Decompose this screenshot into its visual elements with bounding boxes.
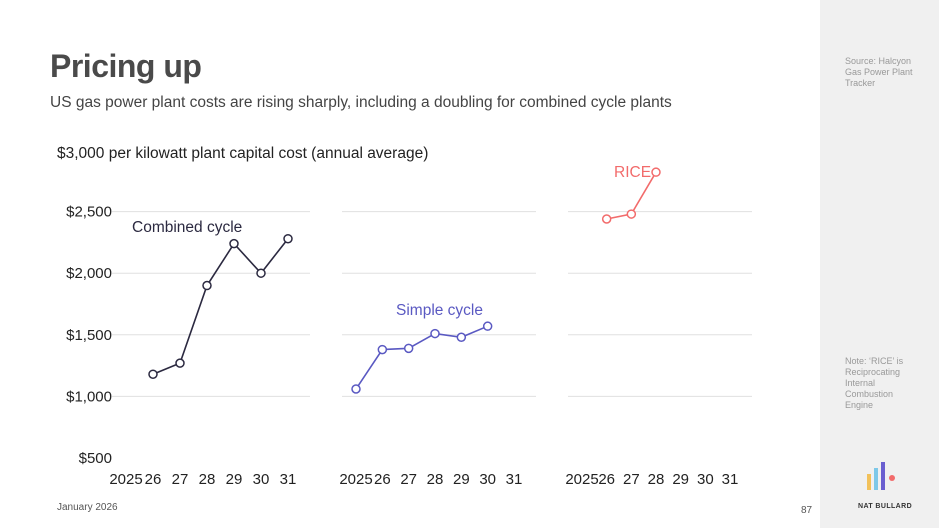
x-tick-label: 29 <box>672 471 689 488</box>
sidebar <box>820 0 939 528</box>
data-point <box>456 332 467 343</box>
series-label: Simple cycle <box>396 302 483 319</box>
data-point <box>229 238 239 249</box>
x-tick-label: 28 <box>648 471 665 488</box>
page-number: 87 <box>801 505 813 516</box>
logo-icon <box>867 462 895 490</box>
x-tick-label: 28 <box>199 471 216 488</box>
data-point <box>256 268 266 278</box>
data-point <box>430 328 440 339</box>
y-tick-label: $2,000 <box>66 265 112 282</box>
data-point <box>202 280 212 291</box>
page-title: Pricing up <box>50 48 202 84</box>
x-tick-label: 26 <box>598 471 615 488</box>
data-point <box>377 344 388 355</box>
brand-name: NAT BULLARD <box>858 503 913 510</box>
x-tick-label: 27 <box>172 471 189 488</box>
x-tick-label: 27 <box>623 471 640 488</box>
footer-date: January 2026 <box>57 502 118 513</box>
x-tick-label: 28 <box>427 471 444 488</box>
data-point <box>403 343 414 354</box>
x-tick-label: 29 <box>226 471 243 488</box>
y-tick-label: $2,500 <box>66 204 112 221</box>
series-label: Combined cycle <box>132 219 242 236</box>
x-tick-label: 31 <box>506 471 523 488</box>
x-tick-label: 2025 <box>339 471 372 488</box>
x-axis-ticks: 2025 26 27 28 29 30 31 2025 26 27 28 29 30 31 2025 26 27… <box>109 471 738 488</box>
series-label: RICE <box>614 164 651 181</box>
series-layer: Combined cycle Simple cycle RICE <box>132 164 661 394</box>
data-point <box>148 369 158 379</box>
x-tick-label: 2025 <box>565 471 598 488</box>
x-tick-label: 27 <box>400 471 417 488</box>
x-tick-label: 30 <box>479 471 496 488</box>
x-tick-label: 26 <box>145 471 162 488</box>
x-tick-label: 29 <box>453 471 470 488</box>
data-point <box>601 214 612 224</box>
x-tick-label: 31 <box>280 471 297 488</box>
x-tick-label: 26 <box>374 471 391 488</box>
x-tick-label: 30 <box>253 471 270 488</box>
data-point <box>175 358 185 368</box>
y-tick-label: $1,500 <box>66 327 112 344</box>
y-tick-label: $1,000 <box>66 388 112 405</box>
y-axis-ticks: $500 $1,000 $1,500 $2,000 $2,500 <box>66 204 112 467</box>
chart-title: $3,000 per kilowatt plant capital cost (… <box>57 145 428 162</box>
page-subtitle: US gas power plant costs are rising shar… <box>50 94 672 111</box>
data-point <box>626 209 637 219</box>
data-point <box>283 233 293 244</box>
rice-note: Note: ‘RICE’ is Reciprocating Internal C… <box>845 356 904 410</box>
x-tick-label: 31 <box>722 471 739 488</box>
source-note: Source: Halcyon Gas Power Plant Tracker <box>845 56 913 88</box>
series-line <box>355 325 488 390</box>
x-tick-label: 2025 <box>109 471 142 488</box>
data-point <box>651 167 661 177</box>
chart: $500$1,000$1,500$2,000$2,500 2025 26 27 28 2… <box>57 145 752 488</box>
series-line <box>152 238 289 375</box>
data-point <box>482 321 493 331</box>
x-tick-label: 30 <box>697 471 714 488</box>
y-tick-label: $500 <box>79 450 112 467</box>
data-point <box>351 384 361 394</box>
